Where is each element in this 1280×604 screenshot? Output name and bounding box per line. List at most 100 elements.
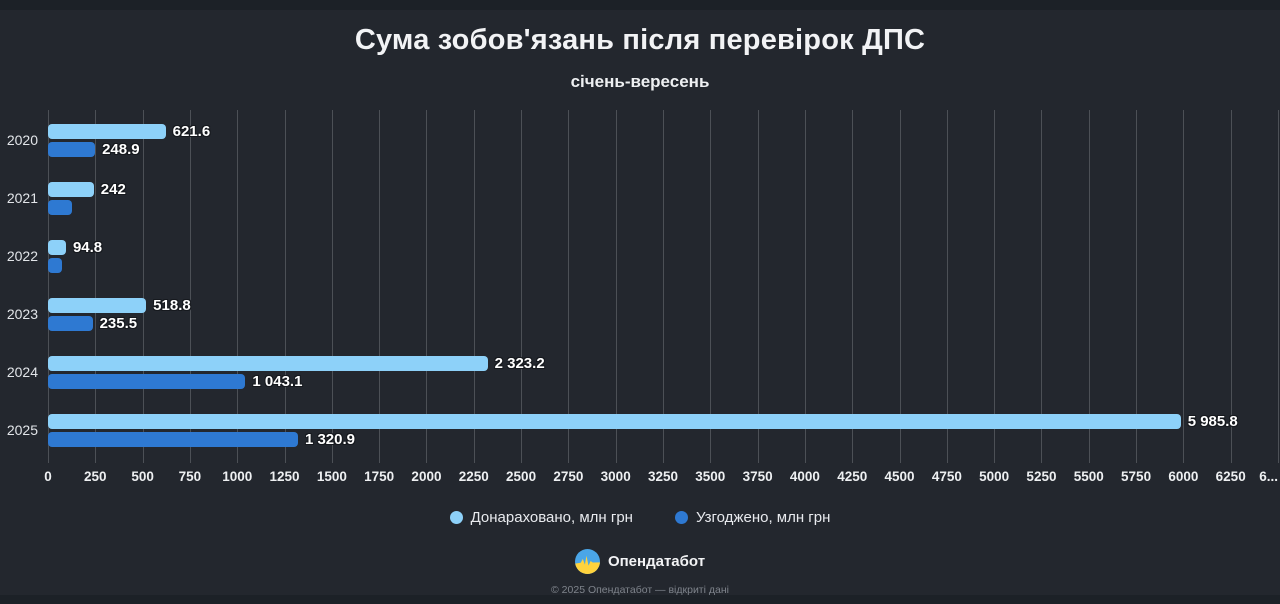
gridline [48, 110, 49, 463]
legend-label-donarahovano: Донараховано, млн грн [470, 509, 633, 526]
bar-value-label: 621.6 [172, 123, 211, 140]
x-tick-label: 6250 [1215, 469, 1246, 484]
gridline [189, 110, 191, 463]
y-tick-label-2020: 2020 [6, 132, 38, 148]
bar-value-label: 242 [100, 181, 126, 198]
gridline [379, 110, 381, 463]
x-tick-label: 750 [178, 469, 202, 484]
bar-series1-2023 [48, 316, 93, 331]
gridline [710, 110, 712, 463]
gridline [804, 110, 806, 463]
plot-area: 621.6 242 94.8 518.8 2 323.2 5 985.8 248.9 235.… [48, 110, 1279, 463]
gridline [473, 110, 475, 463]
gridline [1136, 110, 1138, 463]
bar-series1-2020 [48, 142, 96, 157]
x-tick-label: 5250 [1026, 469, 1057, 484]
gridline [994, 110, 996, 463]
bar-series1-2025 [48, 432, 298, 447]
gridline [568, 110, 570, 463]
y-tick-label-2022: 2022 [6, 248, 38, 264]
bar-series1-2022 [48, 258, 62, 273]
bar-value-label: 248.9 [102, 141, 140, 158]
chart-title: Сума зобов'язань після перевірок ДПС [354, 24, 926, 56]
x-tick-label: 1500 [316, 469, 347, 484]
x-tick-label: 500 [131, 469, 154, 484]
bar-series0-2023 [48, 298, 147, 313]
top-strip [0, 0, 1280, 10]
legend-marker-donarahovano-icon [449, 511, 463, 524]
gridline [1183, 110, 1185, 463]
bar-value-label: 1 320.9 [304, 431, 355, 448]
gridline [757, 110, 759, 463]
bar-series1-2024 [48, 374, 246, 389]
x-tick-label: 2750 [553, 469, 584, 484]
x-tick-label: 3250 [647, 469, 679, 484]
opendatabot-logo-icon [574, 549, 600, 574]
bar-series0-2024 [48, 356, 488, 371]
gridline [284, 110, 286, 463]
x-tick-label: 4500 [884, 469, 915, 484]
gridline [1230, 110, 1232, 463]
chart-subtitle: січень-вересень [570, 72, 710, 91]
y-tick-label-2024: 2024 [6, 364, 38, 380]
brand-name: Опендатабот [607, 553, 706, 570]
legend-label-uzgodzheno: Узгоджено, млн грн [695, 509, 831, 526]
gridline [142, 110, 144, 463]
bar-value-label: 235.5 [99, 315, 138, 332]
x-tick-label: 6000 [1168, 469, 1199, 484]
x-tick-label: 250 [84, 469, 107, 484]
x-tick-label: 5000 [979, 469, 1010, 484]
bar-series0-2022 [48, 240, 66, 255]
x-tick-label: 0 [44, 469, 52, 484]
gridline [1088, 110, 1090, 463]
copyright-text: © 2025 Опендатабот — відкриті дані [551, 584, 729, 596]
bar-value-label: 94.8 [72, 239, 103, 256]
x-axis: 0 250 500 750 1000 1250 1500 1750 2000 2250 2500 27… [44, 469, 1278, 489]
y-tick-label-2023: 2023 [6, 306, 38, 322]
x-tick-label: 2000 [411, 469, 442, 484]
y-axis: 2020 2021 2022 2023 2024 2025 [0, 110, 42, 463]
y-tick-label-2025: 2025 [6, 422, 38, 438]
gridline [615, 110, 617, 463]
x-tick-label: 1000 [222, 469, 253, 484]
gridline [331, 110, 333, 463]
x-tick-label: 4750 [931, 469, 962, 484]
x-tick-label: 5500 [1073, 469, 1104, 484]
legend: Донараховано, млн грн Узгоджено, млн грн [0, 509, 1280, 526]
legend-item-donarahovano: Донараховано, млн грн [449, 509, 633, 526]
bar-value-label: 1 043.1 [252, 373, 303, 390]
gridline [663, 110, 664, 463]
x-tick-label: 1250 [269, 469, 300, 484]
gridline [237, 110, 239, 463]
gridline [426, 110, 428, 463]
bar-value-label: 2 323.2 [494, 355, 545, 372]
gridline [899, 110, 901, 463]
x-tick-label: 3500 [695, 469, 726, 484]
x-tick-label: 3000 [600, 469, 631, 484]
x-tick-label: 6... [1259, 469, 1278, 484]
bottom-strip [0, 595, 1280, 604]
legend-marker-uzgodzheno-icon [674, 511, 688, 524]
bar-series1-2021 [48, 200, 72, 215]
gridline [95, 110, 97, 463]
bar-series0-2021 [48, 182, 94, 197]
bar-series0-2025 [48, 414, 1181, 429]
x-tick-label: 1750 [364, 469, 395, 484]
gridline [946, 110, 948, 463]
gridline [852, 110, 854, 463]
x-tick-label: 4250 [837, 469, 868, 484]
bar-value-label: 518.8 [153, 297, 191, 314]
x-tick-label: 4000 [789, 469, 820, 484]
y-tick-label-2021: 2021 [6, 190, 38, 206]
x-tick-label: 2250 [458, 469, 489, 484]
brand-row: Опендатабот [0, 549, 1280, 574]
legend-item-uzgodzheno: Узгоджено, млн грн [674, 509, 831, 526]
x-tick-label: 5750 [1121, 469, 1152, 484]
bar-series0-2020 [48, 124, 166, 139]
gridline [1278, 110, 1279, 463]
x-tick-label: 3750 [742, 469, 773, 484]
bar-value-label: 5 985.8 [1187, 413, 1238, 430]
gridline [521, 110, 523, 463]
x-tick-label: 2500 [506, 469, 537, 484]
